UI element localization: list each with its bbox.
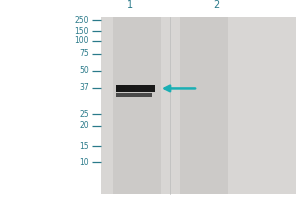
Bar bbox=[116, 93, 152, 97]
Text: 15: 15 bbox=[80, 142, 89, 151]
Bar bbox=[100, 17, 296, 194]
Text: 37: 37 bbox=[79, 83, 89, 92]
Text: 150: 150 bbox=[75, 27, 89, 36]
Bar bbox=[150, 85, 154, 92]
Bar bbox=[112, 17, 160, 194]
Text: 250: 250 bbox=[75, 16, 89, 25]
Bar bbox=[116, 85, 120, 92]
Text: 75: 75 bbox=[79, 49, 89, 58]
Text: 25: 25 bbox=[80, 110, 89, 119]
Bar bbox=[180, 17, 228, 194]
Text: 2: 2 bbox=[213, 0, 219, 10]
Text: 1: 1 bbox=[128, 0, 134, 10]
Bar bbox=[130, 85, 135, 92]
Bar bbox=[145, 85, 150, 92]
Text: 100: 100 bbox=[75, 36, 89, 45]
Text: 20: 20 bbox=[80, 121, 89, 130]
Bar bbox=[135, 85, 140, 92]
Text: 50: 50 bbox=[79, 66, 89, 75]
Bar bbox=[140, 85, 145, 92]
Bar bbox=[125, 85, 130, 92]
Bar bbox=[116, 85, 154, 92]
Text: 10: 10 bbox=[80, 158, 89, 167]
Bar bbox=[120, 85, 125, 92]
